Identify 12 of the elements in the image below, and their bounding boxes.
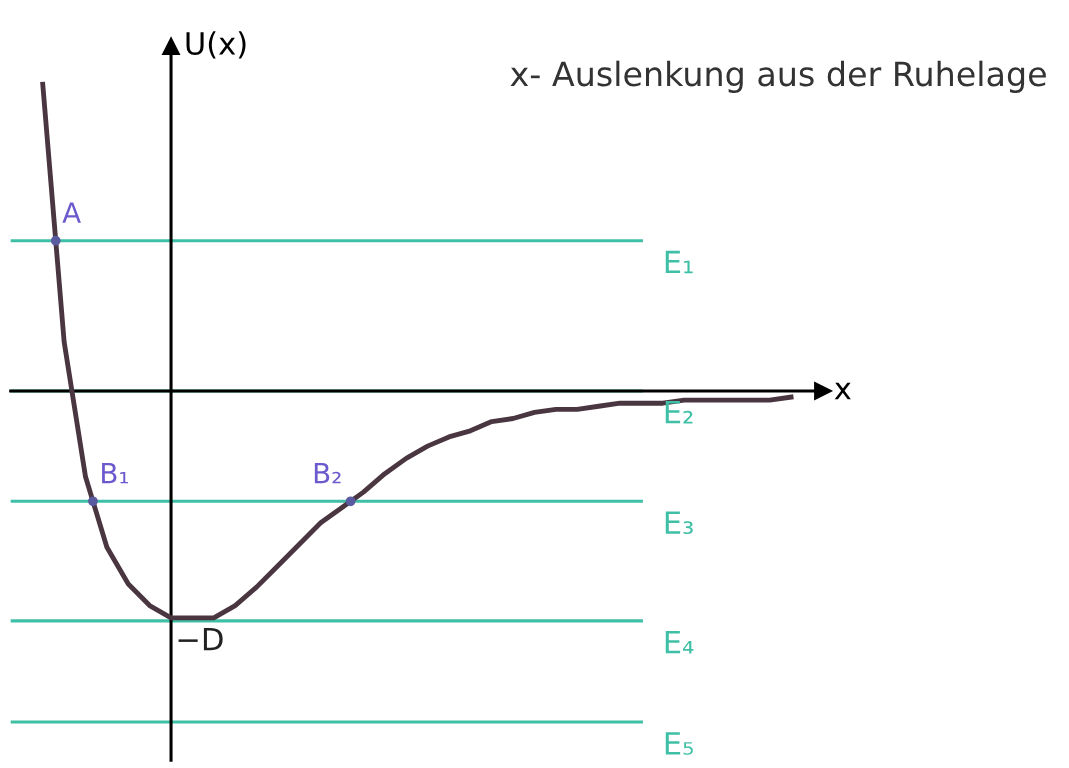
ref-line-label: E₁ bbox=[665, 250, 693, 274]
y-axis-title: U(x) bbox=[186, 31, 246, 59]
annotation: B₂ bbox=[314, 463, 341, 484]
ref-line-label: E₅ bbox=[665, 732, 693, 755]
annotation: −D bbox=[178, 627, 223, 651]
annotation: x- Auslenkung aus der Ruhelage bbox=[510, 60, 1046, 93]
ref-line-label: E₃ bbox=[665, 511, 693, 535]
ref-line-label: E₂ bbox=[665, 401, 693, 424]
ref-line-label: E₄ bbox=[665, 631, 694, 654]
annotation: B₁ bbox=[102, 463, 129, 484]
annotation: A bbox=[62, 202, 81, 223]
x-axis-title: x bbox=[834, 382, 851, 400]
